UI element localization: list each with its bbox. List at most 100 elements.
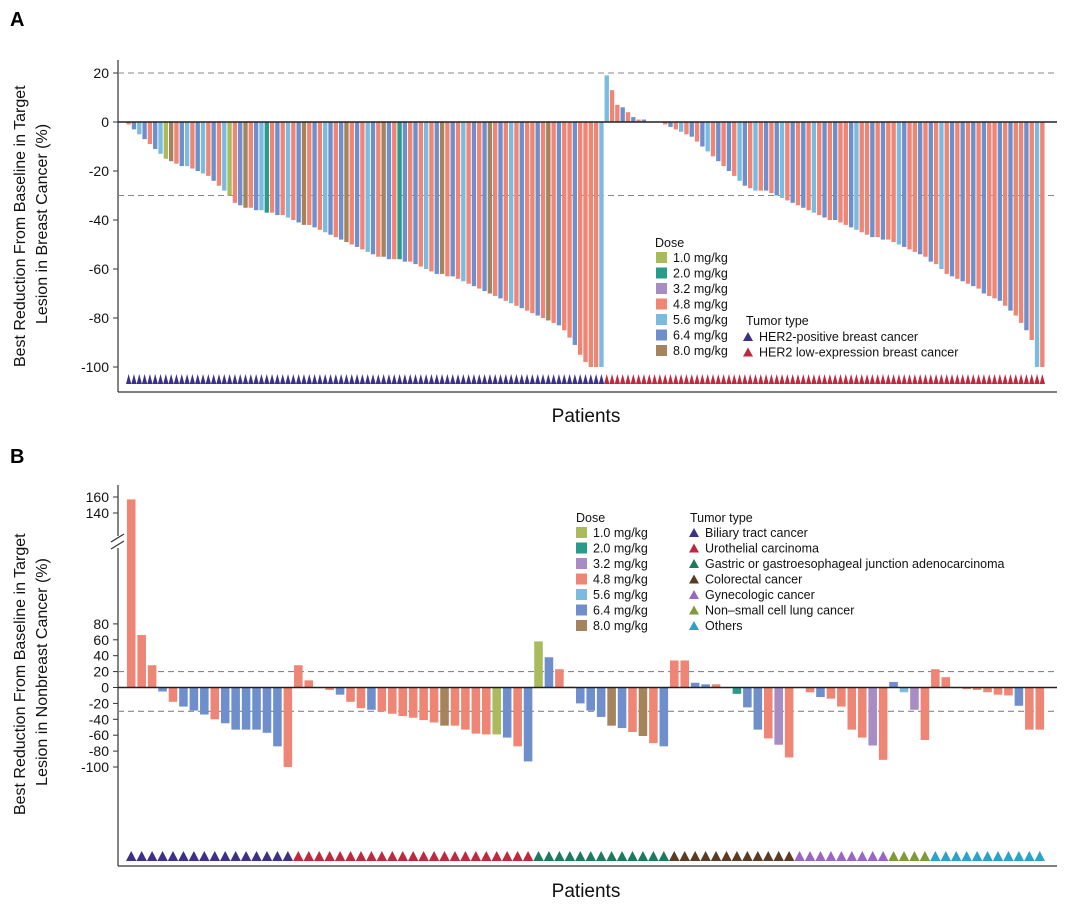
tumor-marker: [805, 374, 812, 384]
bar: [131, 122, 137, 130]
bar: [283, 687, 293, 767]
bar: [638, 687, 648, 736]
tumor-marker: [577, 374, 583, 384]
bar: [596, 687, 606, 717]
tumor-marker: [280, 374, 286, 384]
bar: [599, 122, 604, 367]
tumor-marker: [901, 374, 907, 384]
dose-legend-label: 8.0 mg/kg: [673, 344, 728, 358]
panel-b-letter: B: [10, 446, 24, 468]
bar: [397, 122, 402, 260]
bar: [291, 122, 296, 220]
tumor-marker: [657, 374, 663, 384]
bar: [264, 122, 269, 213]
tumor-marker: [387, 851, 398, 861]
bar: [317, 122, 323, 230]
bar: [567, 122, 572, 338]
y-tick-label: 160: [86, 489, 110, 505]
tumor-legend-label: HER2-positive breast cancer: [759, 330, 918, 344]
bar: [252, 687, 261, 730]
bar: [346, 687, 355, 702]
bar: [801, 122, 806, 208]
bar: [721, 122, 726, 167]
dose-legend-label: 3.2 mg/kg: [593, 557, 648, 571]
bar: [325, 687, 334, 690]
bar: [955, 122, 960, 279]
bar: [1025, 687, 1034, 730]
bar: [880, 122, 886, 240]
dose-legend-label: 6.4 mg/kg: [593, 604, 648, 618]
tumor-marker: [209, 851, 220, 861]
tumor-marker: [919, 851, 931, 861]
tumor-marker: [184, 374, 190, 384]
tumor-marker: [1034, 851, 1045, 861]
tumor-marker: [136, 851, 147, 861]
tumor-marker: [380, 374, 387, 384]
bar: [381, 122, 386, 257]
panel-b-y-axis-label: Best Reduction From Baseline in Target L…: [12, 529, 51, 815]
tumor-legend-label: Biliary tract cancer: [705, 526, 808, 540]
tumor-marker: [168, 374, 174, 384]
tumor-marker: [678, 374, 684, 384]
panel-a-tumor-markers: [126, 374, 1045, 384]
bar: [1040, 122, 1045, 367]
bar: [784, 687, 794, 758]
dose-legend-label: 1.0 mg/kg: [593, 526, 648, 540]
tumor-marker: [832, 374, 838, 384]
bar: [285, 122, 291, 218]
bar: [641, 119, 647, 122]
bar: [466, 122, 471, 284]
tumor-marker: [497, 374, 504, 384]
bar: [220, 687, 230, 724]
tumor-marker: [593, 374, 599, 384]
tumor-marker: [343, 374, 350, 384]
tumor-legend-marker: [689, 543, 699, 553]
tumor-marker: [324, 851, 335, 861]
bar: [923, 122, 928, 257]
tumor-marker: [258, 374, 265, 384]
tumor-marker: [188, 851, 200, 861]
tumor-marker: [355, 851, 367, 861]
tumor-marker: [630, 374, 636, 384]
tumor-marker: [637, 851, 649, 861]
y-tick-label: 60: [93, 632, 109, 648]
tumor-marker: [635, 374, 642, 384]
tumor-marker: [705, 374, 711, 384]
bar: [540, 122, 546, 318]
bar: [253, 122, 259, 211]
y-tick-label: -100: [81, 759, 109, 775]
bar: [370, 122, 376, 255]
tumor-marker: [683, 374, 690, 384]
tumor-marker: [846, 851, 858, 861]
tumor-legend-label: Urothelial carcinoma: [705, 542, 819, 556]
bar: [482, 122, 487, 292]
tumor-marker: [311, 374, 318, 384]
tumor-marker: [303, 851, 314, 861]
tumor-marker: [864, 374, 870, 384]
bar: [575, 687, 585, 704]
bar: [586, 687, 596, 711]
bar: [231, 687, 240, 730]
y-tick-label: 0: [101, 680, 109, 696]
bar: [806, 122, 811, 211]
bar: [931, 669, 940, 688]
dose-legend-swatch: [656, 329, 667, 341]
panel-b-dose-legend-title: Dose: [576, 511, 605, 525]
tumor-marker: [210, 374, 217, 384]
tumor-marker: [126, 851, 137, 861]
axis-break-slash: [110, 533, 125, 543]
y-tick-label: 20: [93, 65, 109, 81]
bar: [753, 687, 763, 730]
bar: [912, 122, 918, 252]
tumor-marker: [543, 851, 555, 861]
bar: [779, 122, 785, 198]
bar: [269, 122, 275, 213]
bar: [607, 687, 616, 726]
bar: [649, 687, 658, 744]
bar: [588, 122, 593, 367]
bar: [544, 657, 554, 688]
bar: [837, 687, 846, 707]
tumor-marker: [794, 851, 805, 861]
tumor-marker: [625, 374, 631, 384]
tumor-marker: [147, 374, 153, 384]
